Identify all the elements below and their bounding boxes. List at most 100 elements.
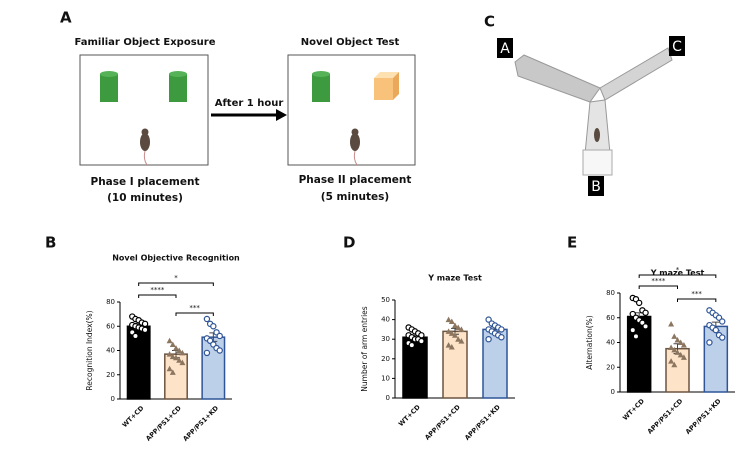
- significance-label: ***: [189, 304, 200, 312]
- bar: [442, 330, 468, 399]
- y-axis-label: Recognition Index(%): [85, 310, 94, 390]
- data-point: [452, 332, 458, 338]
- data-point: [179, 359, 186, 366]
- significance-label: ****: [150, 286, 165, 294]
- data-point: [132, 332, 139, 340]
- data-point: [629, 326, 636, 334]
- y-tick-label: 60: [106, 322, 115, 330]
- y-tick-label: 50: [381, 296, 390, 304]
- data-point: [452, 322, 458, 328]
- data-point: [176, 347, 183, 353]
- data-point: [445, 328, 452, 334]
- object-cylinder: [312, 71, 330, 102]
- panel-label: B: [45, 234, 56, 252]
- x-tick-label: APP/PS1+CD: [144, 404, 183, 443]
- data-point: [635, 299, 643, 307]
- arrow-label: After 1 hour: [215, 98, 284, 109]
- data-point: [674, 349, 681, 355]
- data-point: [455, 336, 462, 342]
- x-tick-label: WT+CD: [121, 404, 146, 429]
- y-tick-label: 0: [611, 388, 615, 396]
- data-point: [671, 333, 678, 339]
- chart-title: Y maze Test: [650, 269, 705, 278]
- data-point: [458, 326, 465, 332]
- data-point: [668, 358, 675, 364]
- significance-bracket: [138, 282, 214, 286]
- data-point: [173, 354, 179, 361]
- data-point: [642, 323, 649, 330]
- significance-bracket: [138, 294, 177, 298]
- data-point: [680, 354, 687, 360]
- arm-label-bg: [669, 36, 685, 56]
- significance-bracket: [175, 312, 214, 316]
- data-point: [179, 349, 186, 356]
- data-point: [671, 361, 678, 368]
- data-point: [408, 341, 415, 349]
- y-tick-label: 20: [106, 371, 115, 379]
- panel-label: E: [567, 234, 577, 252]
- data-point: [216, 347, 223, 354]
- data-point: [485, 336, 492, 343]
- panel-label: D: [343, 234, 355, 252]
- data-point: [712, 326, 720, 334]
- data-point: [210, 323, 217, 330]
- y-tick-label: 40: [606, 339, 615, 347]
- y-maze: [514, 47, 673, 176]
- chart-title: Y maze Test: [427, 274, 482, 283]
- data-point: [671, 346, 678, 353]
- significance-label: ****: [651, 277, 666, 285]
- data-point: [141, 320, 149, 328]
- data-point: [203, 315, 211, 323]
- object-cube: [374, 72, 399, 100]
- data-point: [418, 332, 425, 339]
- x-tick-label: APP/PS1+CD: [423, 403, 462, 442]
- significance-label: ***: [691, 290, 702, 298]
- data-point: [445, 342, 452, 348]
- data-point: [642, 309, 649, 316]
- arena: [287, 54, 416, 166]
- bar: [665, 347, 690, 393]
- arm-label: B: [591, 179, 601, 195]
- panel-label: C: [484, 13, 495, 31]
- arm-label: C: [672, 39, 682, 55]
- data-point: [166, 337, 173, 344]
- arrow: [211, 109, 287, 121]
- data-point: [169, 341, 176, 347]
- y-tick-label: 0: [111, 395, 115, 403]
- y-tick-label: 80: [106, 298, 115, 306]
- y-tick-label: 40: [106, 347, 115, 355]
- bar: [402, 336, 428, 399]
- phase-title: Novel Object Test: [301, 37, 400, 48]
- y-axis-label: Number of arm entries: [360, 306, 369, 391]
- significance-bracket: [638, 274, 717, 278]
- significance-label: *: [676, 266, 680, 274]
- y-tick-label: 40: [381, 316, 390, 324]
- data-point: [677, 351, 684, 358]
- data-point: [498, 334, 505, 341]
- data-point: [166, 365, 173, 372]
- data-point: [169, 353, 176, 360]
- x-tick-label: WT+CD: [397, 403, 422, 428]
- data-point: [674, 337, 681, 343]
- chart-title: Novel Objective Recognition: [112, 254, 240, 263]
- significance-bracket: [638, 285, 678, 289]
- arm-label-bg: [497, 38, 513, 58]
- arm-label-bg: [588, 176, 604, 196]
- data-point: [677, 339, 684, 345]
- data-point: [719, 318, 726, 325]
- data-point: [448, 330, 455, 336]
- data-point: [173, 345, 179, 351]
- phase-title: Familiar Object Exposure: [74, 37, 215, 48]
- y-tick-label: 0: [386, 394, 390, 402]
- data-point: [458, 338, 465, 344]
- data-point: [216, 332, 223, 340]
- data-point: [169, 369, 176, 375]
- y-axis-label: Alternation(%): [585, 315, 594, 369]
- data-point: [448, 344, 455, 350]
- data-point: [706, 339, 713, 346]
- placement: Phase II placement: [299, 174, 412, 186]
- y-tick-label: 80: [606, 289, 615, 297]
- x-tick-label: APP/PS1+CD: [646, 397, 685, 436]
- duration: (5 minutes): [321, 191, 389, 203]
